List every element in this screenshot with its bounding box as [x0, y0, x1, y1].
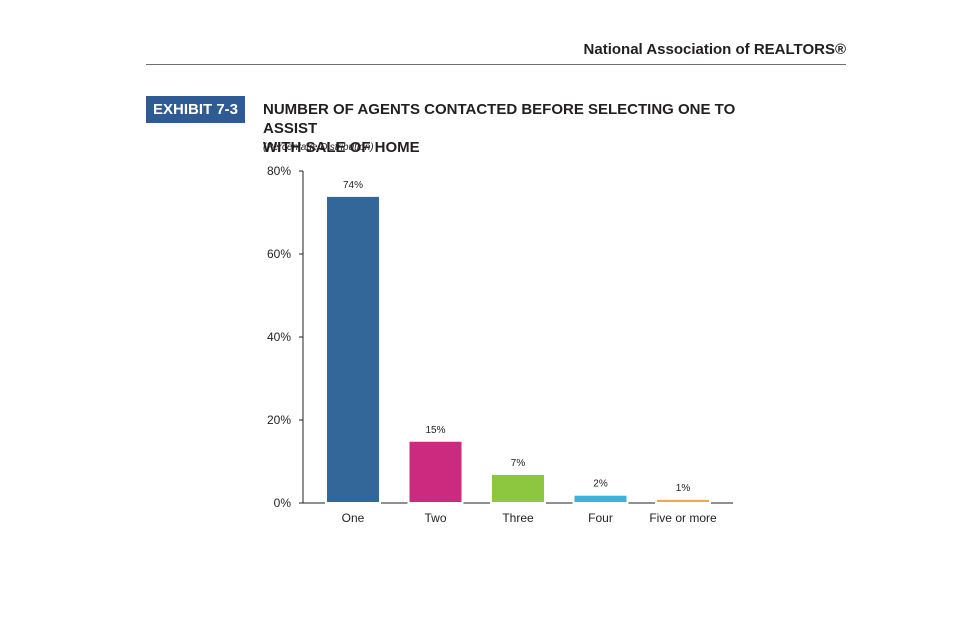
x-tick-label: Five or more	[649, 511, 717, 525]
y-tick-label: 80%	[267, 164, 291, 178]
bar-value-label: 15%	[425, 425, 445, 436]
x-tick-label: Three	[502, 511, 534, 525]
chart-title-line-2: WITH SALE OF HOME	[263, 139, 420, 156]
bar-two	[407, 439, 464, 504]
organization-name: National Association of REALTORS®	[583, 41, 846, 58]
x-tick-label: Two	[424, 511, 446, 525]
x-tick-label: One	[342, 511, 365, 525]
bar-value-label: 1%	[676, 483, 691, 494]
y-tick-label: 20%	[267, 413, 291, 427]
y-tick-label: 40%	[267, 330, 291, 344]
bar-one	[325, 194, 381, 504]
y-tick-label: 0%	[274, 496, 292, 510]
bar-value-label: 7%	[511, 458, 526, 469]
chart-title: NUMBER OF AGENTS CONTACTED BEFORE SELECT…	[263, 100, 783, 157]
chart-subtitle: (Percentage Distribution)	[263, 142, 374, 153]
y-tick-label: 60%	[267, 247, 291, 261]
x-tick-label: Four	[588, 511, 613, 525]
header-divider	[146, 64, 846, 65]
bar-four	[572, 493, 629, 505]
exhibit-badge: EXHIBIT 7-3	[146, 96, 245, 123]
bar-value-label: 74%	[343, 180, 363, 191]
bar-value-label: 2%	[593, 479, 608, 490]
bar-five-or-more	[655, 497, 711, 505]
bar-three	[490, 472, 546, 505]
chart-title-line-1: NUMBER OF AGENTS CONTACTED BEFORE SELECT…	[263, 101, 736, 137]
